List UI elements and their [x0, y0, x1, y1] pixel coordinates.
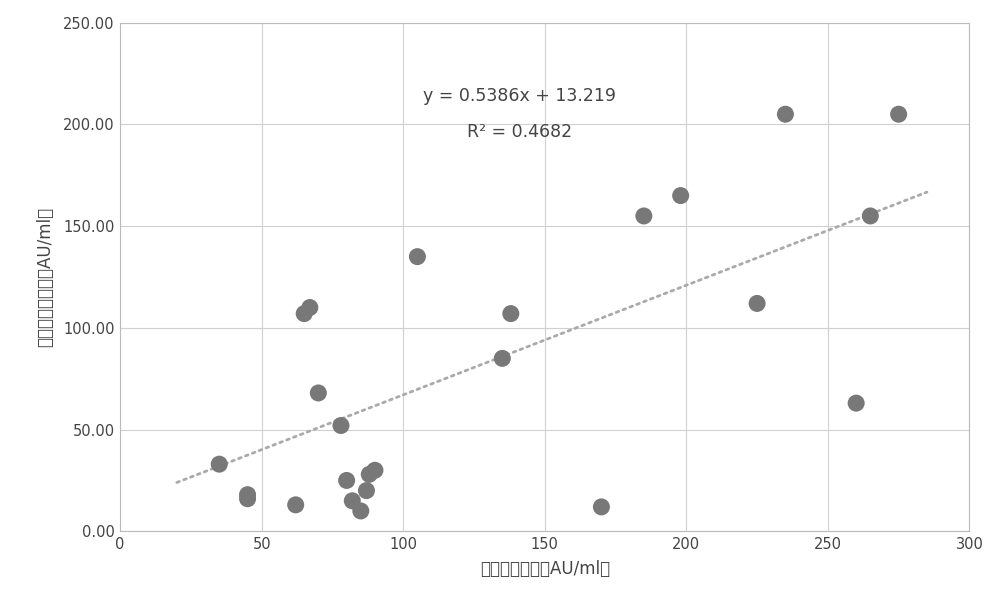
Point: [891, 109, 907, 119]
Point: [409, 252, 425, 262]
Point: [862, 211, 878, 221]
Point: [333, 421, 349, 430]
Point: [240, 490, 256, 500]
Point: [310, 388, 326, 398]
Y-axis label: 条件五方法测値（AU/ml）: 条件五方法测値（AU/ml）: [37, 207, 55, 347]
Text: y = 0.5386x + 13.219: y = 0.5386x + 13.219: [423, 87, 616, 106]
Point: [302, 303, 318, 313]
Point: [673, 191, 689, 200]
Point: [240, 494, 256, 504]
Point: [339, 476, 355, 486]
X-axis label: 对照试剂测値（AU/ml）: 对照试剂测値（AU/ml）: [480, 560, 610, 578]
Point: [593, 502, 609, 512]
Point: [288, 500, 304, 510]
Point: [777, 109, 793, 119]
Point: [636, 211, 652, 221]
Point: [749, 299, 765, 308]
Point: [503, 309, 519, 319]
Point: [211, 459, 227, 469]
Point: [353, 506, 369, 516]
Point: [358, 486, 374, 495]
Point: [494, 353, 510, 363]
Point: [344, 496, 360, 506]
Point: [848, 398, 864, 408]
Point: [367, 466, 383, 475]
Point: [296, 309, 312, 319]
Point: [361, 469, 377, 479]
Text: R² = 0.4682: R² = 0.4682: [467, 123, 572, 141]
